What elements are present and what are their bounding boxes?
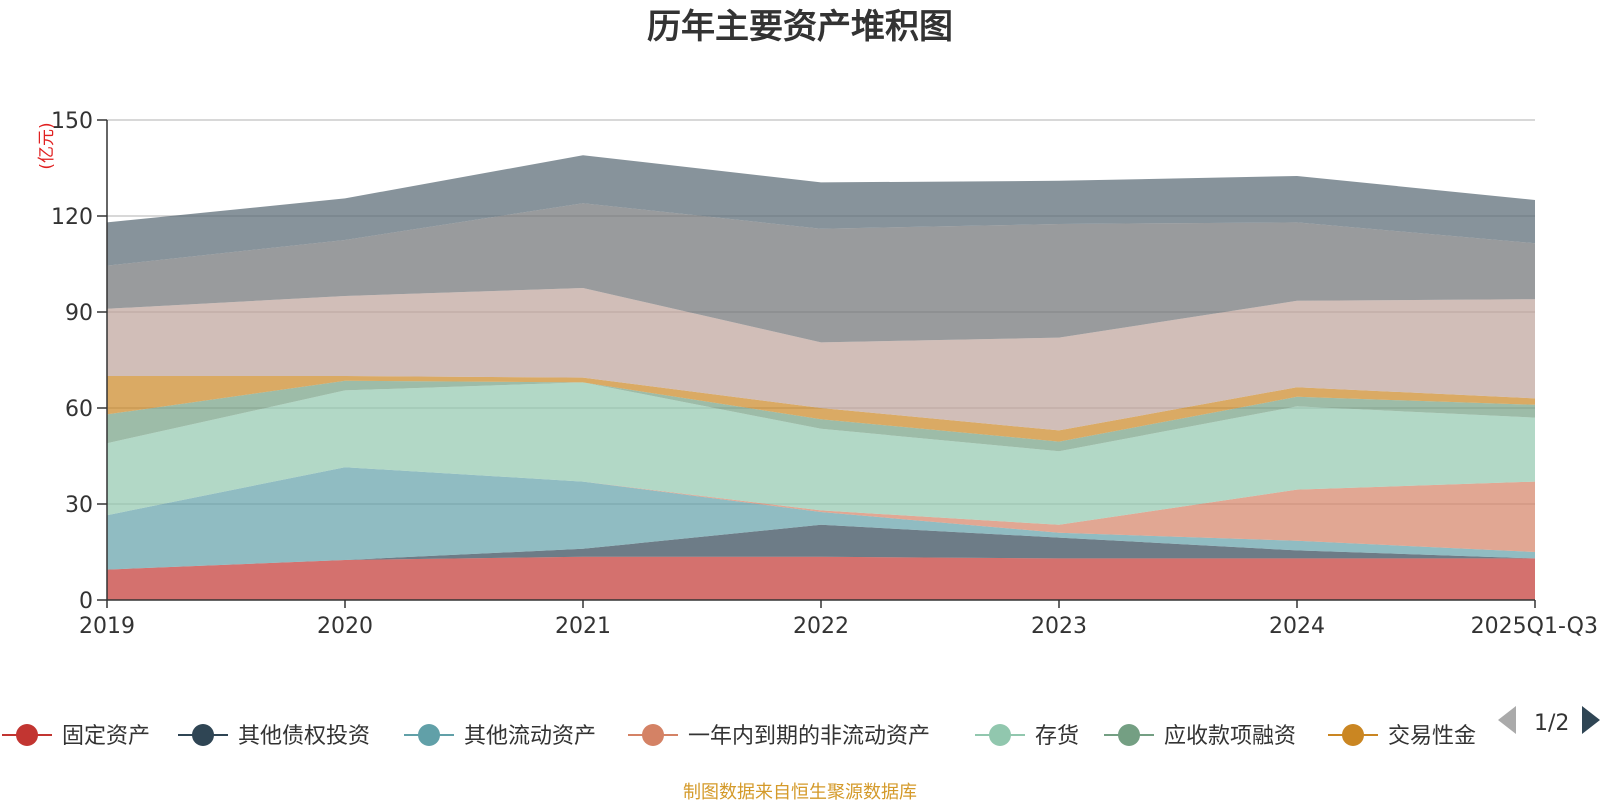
legend-marker-icon <box>642 724 664 746</box>
area-series-10 <box>107 155 1535 266</box>
area-series-4 <box>107 467 1535 552</box>
area-series-9 <box>107 203 1535 343</box>
legend-item[interactable]: 交易性金 <box>1328 724 1476 749</box>
legend-label: 其他流动资产 <box>464 724 596 749</box>
y-tick-label: 60 <box>65 397 93 422</box>
x-tick-label: 2022 <box>793 614 849 639</box>
chart-title: 历年主要资产堆积图 <box>647 7 953 47</box>
area-series-7 <box>107 376 1535 442</box>
y-tick-label: 0 <box>79 589 93 614</box>
legend-next-icon[interactable] <box>1582 706 1600 734</box>
legend-prev-icon[interactable] <box>1498 706 1516 734</box>
x-tick-label: 2021 <box>555 614 611 639</box>
legend-marker-icon <box>1118 724 1140 746</box>
y-tick-label: 90 <box>65 301 93 326</box>
legend-marker-icon <box>989 724 1011 746</box>
legend-label: 交易性金 <box>1388 724 1476 749</box>
y-axis-unit-label: (亿元) <box>37 122 57 169</box>
legend-marker-icon <box>192 724 214 746</box>
axis-layer: 0 30 60 90 120 150 2019 2020 2021 2022 2023 2024 202… <box>51 109 1598 639</box>
legend-item[interactable]: 其他债权投资 <box>178 724 370 749</box>
legend-label: 一年内到期的非流动资产 <box>688 724 930 749</box>
legend-marker-icon <box>16 724 38 746</box>
x-tick-label: 2020 <box>317 614 373 639</box>
legend-item[interactable]: 一年内到期的非流动资产 <box>628 724 930 749</box>
x-tick-label: 2024 <box>1269 614 1325 639</box>
legend-label: 其他债权投资 <box>238 724 370 749</box>
legend-item[interactable]: 应收款项融资 <box>1104 724 1296 749</box>
legend-label: 应收款项融资 <box>1164 724 1296 749</box>
area-series-2 <box>107 524 1535 570</box>
y-tick-label: 120 <box>51 205 93 230</box>
area-layer <box>107 155 1535 600</box>
legend-item[interactable]: 固定资产 <box>2 724 150 749</box>
x-tick-label: 2019 <box>79 614 135 639</box>
source-note: 制图数据来自恒生聚源数据库 <box>683 782 917 803</box>
y-tick-label: 150 <box>51 109 93 134</box>
area-series-1 <box>107 556 1535 600</box>
legend-label: 固定资产 <box>62 724 150 749</box>
legend: 固定资产 其他债权投资 其他流动资产 一年内到期的非流动资产 存货 应收款项融资 交易性金 <box>2 724 1476 749</box>
legend-item[interactable]: 存货 <box>975 724 1079 749</box>
legend-label: 存货 <box>1035 724 1079 749</box>
area-series-8 <box>107 288 1535 431</box>
legend-marker-icon <box>1342 724 1364 746</box>
x-tick-label: 2023 <box>1031 614 1087 639</box>
legend-pager: 1/2 <box>1498 706 1600 736</box>
area-series-5 <box>107 382 1535 525</box>
x-tick-label: 2025Q1-Q3 <box>1471 614 1598 639</box>
area-series-3 <box>107 467 1535 570</box>
legend-marker-icon <box>418 724 440 746</box>
y-tick-label: 30 <box>65 493 93 518</box>
legend-page-indicator: 1/2 <box>1534 711 1569 736</box>
legend-item[interactable]: 其他流动资产 <box>404 724 596 749</box>
